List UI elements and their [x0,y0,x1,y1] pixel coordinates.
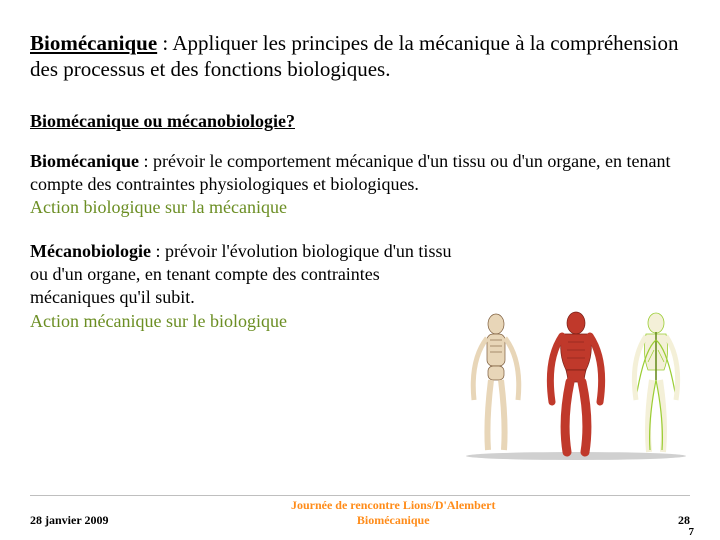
anatomy-figure [456,310,696,460]
footer-page: 28 7 [678,513,690,528]
paragraph-biomecanique: Biomécanique : prévoir le comportement m… [30,150,690,220]
footer-center-line1: Journée de rencontre Lions/D'Alembert [291,498,496,512]
footer-center: Journée de rencontre Lions/D'Alembert Bi… [108,498,678,528]
title-lead: Biomécanique [30,31,157,55]
title-block: Biomécanique : Appliquer les principes d… [30,30,690,83]
footer-page-sub: 7 [689,526,695,538]
anatomy-svg [456,310,696,460]
footer-date: 28 janvier 2009 [30,513,108,528]
para1-accent: Action biologique sur la mécanique [30,197,287,217]
footer-rule [30,495,690,496]
subheading: Biomécanique ou mécanobiologie? [30,111,690,132]
para1-lead: Biomécanique [30,151,139,171]
footer-center-line2: Biomécanique [357,513,430,527]
paragraph-mecanobiologie: Mécanobiologie : prévoir l'évolution bio… [30,240,460,334]
footer: 28 janvier 2009 Journée de rencontre Lio… [0,498,720,528]
footer-page-main: 28 [678,513,690,527]
slide: Biomécanique : Appliquer les principes d… [0,0,720,540]
para2-lead: Mécanobiologie [30,241,151,261]
para2-accent: Action mécanique sur le biologique [30,311,287,331]
